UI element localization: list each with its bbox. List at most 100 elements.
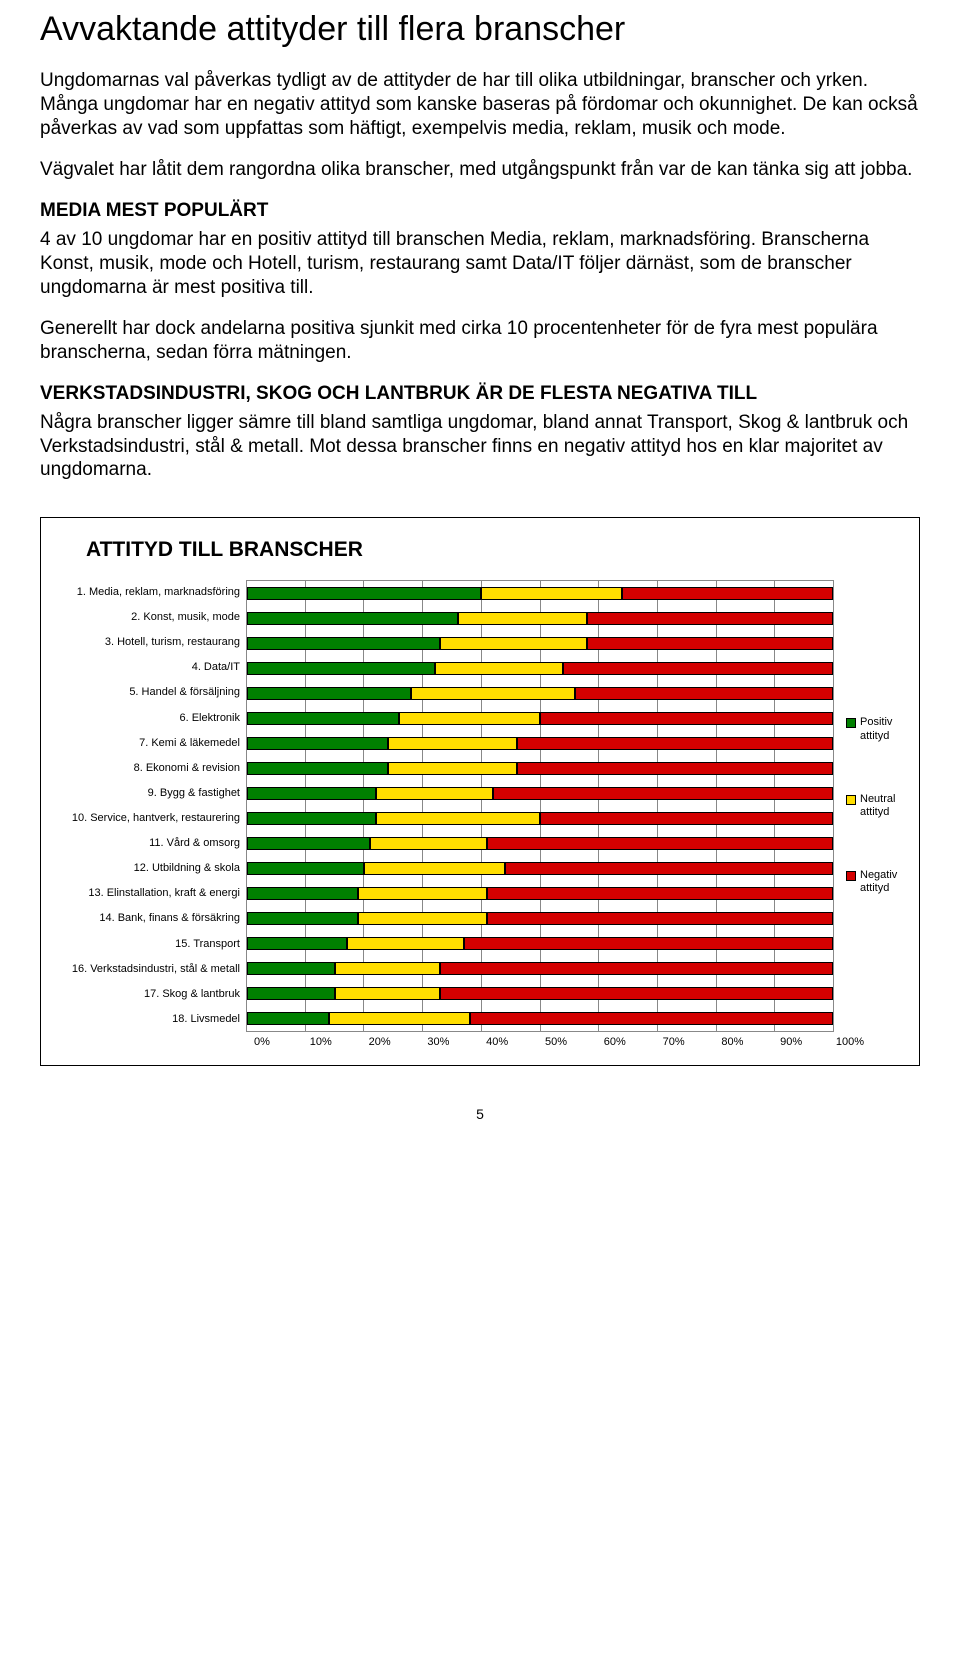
chart-bar-segment bbox=[587, 637, 833, 650]
chart-bar-segment bbox=[505, 862, 833, 875]
chart-row-label: 11. Vård & omsorg bbox=[56, 831, 240, 856]
chart-bar-segment bbox=[464, 937, 833, 950]
chart-x-tick: 60% bbox=[604, 1036, 626, 1048]
chart-x-tick: 0% bbox=[254, 1036, 270, 1048]
chart-bar-segment bbox=[470, 1012, 833, 1025]
chart-x-tick: 10% bbox=[310, 1036, 332, 1048]
page-number: 5 bbox=[40, 1106, 920, 1122]
chart-bar-row bbox=[247, 731, 833, 756]
chart-bar-segment bbox=[247, 937, 347, 950]
chart-x-tick: 70% bbox=[663, 1036, 685, 1048]
chart-row-label: 1. Media, reklam, marknadsföring bbox=[56, 580, 240, 605]
chart-x-tick: 90% bbox=[780, 1036, 802, 1048]
chart-bar-segment bbox=[388, 762, 517, 775]
chart-x-tick: 100% bbox=[836, 1036, 864, 1048]
page-title: Avvaktande attityder till flera bransche… bbox=[40, 10, 920, 49]
chart-bar-row bbox=[247, 606, 833, 631]
chart-bar-segment bbox=[388, 737, 517, 750]
legend-label: Positiv attityd bbox=[860, 716, 904, 742]
chart-bar-row bbox=[247, 906, 833, 931]
chart-bar-row bbox=[247, 781, 833, 806]
chart-bar-row bbox=[247, 856, 833, 881]
legend-swatch-neutral bbox=[846, 795, 856, 805]
chart-row-label: 17. Skog & lantbruk bbox=[56, 982, 240, 1007]
chart-bar-segment bbox=[435, 662, 564, 675]
chart-bar-row bbox=[247, 981, 833, 1006]
chart-legend: Positiv attityd Neutral attityd Negativ … bbox=[834, 580, 904, 1032]
chart-bar-segment bbox=[575, 687, 833, 700]
chart-row-label: 16. Verkstadsindustri, stål & metall bbox=[56, 957, 240, 982]
chart-plot-area bbox=[246, 580, 834, 1032]
chart-bar-row bbox=[247, 681, 833, 706]
chart-row-label: 18. Livsmedel bbox=[56, 1007, 240, 1032]
chart-bar-segment bbox=[329, 1012, 470, 1025]
chart-bar-row bbox=[247, 806, 833, 831]
chart-x-tick: 40% bbox=[486, 1036, 508, 1048]
chart-bar-segment bbox=[247, 862, 364, 875]
chart-bar-segment bbox=[247, 712, 399, 725]
chart-bar-row bbox=[247, 656, 833, 681]
chart-bar-segment bbox=[487, 837, 833, 850]
chart-row-label: 4. Data/IT bbox=[56, 655, 240, 680]
chart-container: ATTITYD TILL BRANSCHER 1. Media, reklam,… bbox=[40, 517, 920, 1066]
chart-bar-segment bbox=[247, 812, 376, 825]
chart-bar-segment bbox=[247, 762, 388, 775]
chart-bar-segment bbox=[399, 712, 540, 725]
chart-bar-segment bbox=[481, 587, 622, 600]
chart-x-tick: 50% bbox=[545, 1036, 567, 1048]
chart-bar-segment bbox=[364, 862, 505, 875]
legend-swatch-positive bbox=[846, 718, 856, 728]
chart-bar-row bbox=[247, 956, 833, 981]
chart-x-tick: 80% bbox=[721, 1036, 743, 1048]
chart-bar-segment bbox=[487, 887, 833, 900]
chart-bar-segment bbox=[440, 962, 833, 975]
paragraph: 4 av 10 ungdomar har en positiv attityd … bbox=[40, 228, 920, 299]
paragraph: Vägvalet har låtit dem rangordna olika b… bbox=[40, 158, 920, 182]
chart-x-tick: 30% bbox=[427, 1036, 449, 1048]
chart-x-axis: 0%10%20%30%40%50%60%70%80%90%100% bbox=[262, 1036, 850, 1050]
chart-bar-segment bbox=[487, 912, 833, 925]
legend-item: Negativ attityd bbox=[846, 869, 904, 895]
paragraph: Några branscher ligger sämre till bland … bbox=[40, 411, 920, 482]
chart-bar-segment bbox=[370, 837, 487, 850]
section-heading: MEDIA MEST POPULÄRT bbox=[40, 200, 920, 222]
chart-row-label: 14. Bank, finans & försäkring bbox=[56, 906, 240, 931]
chart-bar-segment bbox=[587, 612, 833, 625]
chart-row-label: 2. Konst, musik, mode bbox=[56, 605, 240, 630]
chart-bar-segment bbox=[517, 762, 833, 775]
chart-row-label: 15. Transport bbox=[56, 932, 240, 957]
chart-title: ATTITYD TILL BRANSCHER bbox=[86, 538, 904, 562]
chart-bar-segment bbox=[247, 587, 481, 600]
legend-swatch-negative bbox=[846, 871, 856, 881]
chart-bar-segment bbox=[493, 787, 833, 800]
chart-row-label: 8. Ekonomi & revision bbox=[56, 756, 240, 781]
chart-bar-segment bbox=[458, 612, 587, 625]
chart-bar-segment bbox=[247, 987, 335, 1000]
chart-bar-row bbox=[247, 1006, 833, 1031]
legend-label: Neutral attityd bbox=[860, 793, 904, 819]
chart-row-label: 6. Elektronik bbox=[56, 706, 240, 731]
chart-bar-segment bbox=[247, 1012, 329, 1025]
chart-bar-row bbox=[247, 706, 833, 731]
legend-item: Positiv attityd bbox=[846, 716, 904, 742]
chart-bar-segment bbox=[247, 687, 411, 700]
paragraph: Ungdomarnas val påverkas tydligt av de a… bbox=[40, 69, 920, 140]
chart-row-label: 9. Bygg & fastighet bbox=[56, 781, 240, 806]
chart-bar-row bbox=[247, 756, 833, 781]
legend-item: Neutral attityd bbox=[846, 793, 904, 819]
chart-bar-segment bbox=[247, 612, 458, 625]
chart-bar-segment bbox=[358, 887, 487, 900]
paragraph: Generellt har dock andelarna positiva sj… bbox=[40, 317, 920, 365]
chart-bar-segment bbox=[335, 962, 440, 975]
chart-row-label: 3. Hotell, turism, restaurang bbox=[56, 630, 240, 655]
chart-bar-segment bbox=[247, 962, 335, 975]
chart-bar-segment bbox=[247, 887, 358, 900]
chart-bar-row bbox=[247, 881, 833, 906]
chart-x-tick: 20% bbox=[369, 1036, 391, 1048]
chart-bar-segment bbox=[247, 837, 370, 850]
chart-bar-row bbox=[247, 631, 833, 656]
chart-bar-segment bbox=[440, 987, 833, 1000]
chart-bar-segment bbox=[247, 787, 376, 800]
chart-bar-row bbox=[247, 581, 833, 606]
chart-row-label: 7. Kemi & läkemedel bbox=[56, 731, 240, 756]
